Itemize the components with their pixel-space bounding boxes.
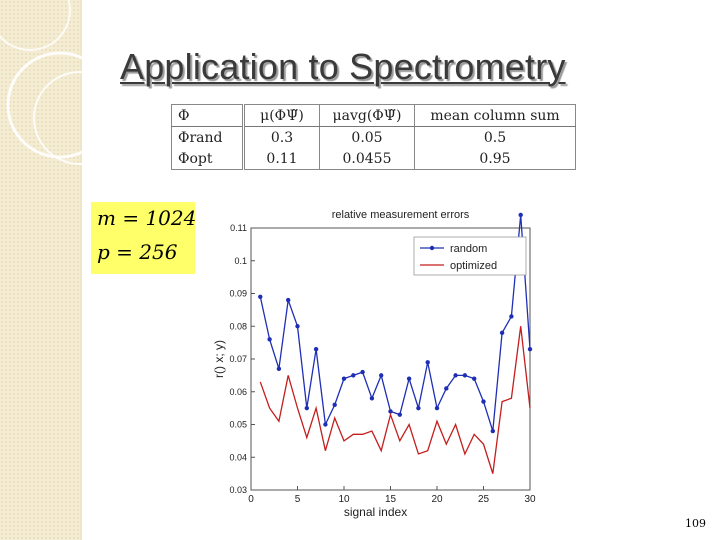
table-cell: 0.95: [479, 150, 511, 167]
data-point-random: [490, 428, 495, 434]
series-line-optimized: [259, 326, 531, 474]
y-tick-label: 0.04: [229, 452, 247, 462]
table-cell: Φopt: [171, 148, 245, 170]
table-cell: 0.11: [243, 148, 320, 170]
data-point-random: [332, 402, 337, 408]
data-point-random: [509, 314, 514, 319]
x-tick-label: 10: [338, 494, 350, 505]
y-tick-label: 0.07: [229, 354, 247, 364]
table-row: Φopt 0.11 0.0455 0.95: [171, 148, 576, 170]
table-header-cell: μ(ΦΨ̃): [243, 104, 320, 127]
y-axis-label: r() x; y): [212, 340, 226, 378]
legend-box: [413, 236, 527, 276]
series-line-random: [259, 214, 531, 432]
data-point-random: [499, 330, 505, 335]
parameters-box: m = 1024 p = 256: [91, 202, 197, 274]
x-tick-label: 5: [295, 494, 301, 505]
y-tick-label: 0.11: [230, 223, 247, 233]
decorative-side-band: [0, 0, 80, 540]
x-tick-label: 15: [385, 494, 397, 505]
data-point-random: [388, 409, 393, 414]
x-tick-label: 20: [431, 494, 443, 505]
table-cell: Φrand: [171, 126, 245, 148]
table-header-cell: mean column sum: [414, 104, 576, 127]
y-tick-label: 0.08: [229, 321, 247, 331]
table-header-row: Φ μ(ΦΨ̃) μavg(ΦΨ̃) mean column sum: [171, 104, 576, 127]
data-point-random: [360, 369, 365, 375]
data-point-random: [481, 399, 486, 404]
comparison-table: Φ μ(ΦΨ̃) μavg(ΦΨ̃) mean column sum Φrand…: [171, 104, 576, 170]
page-number: 109: [685, 517, 706, 530]
data-point-random: [304, 405, 309, 411]
table-cell: 0.05: [319, 126, 415, 148]
data-point-random: [379, 373, 384, 378]
data-point-random: [425, 360, 430, 365]
y-tick-label: 0.1: [234, 256, 247, 266]
side-band-edge: [80, 0, 82, 540]
table-cell: 0.5: [483, 129, 507, 146]
y-tick-label: 0.05: [229, 420, 247, 430]
slide-title: Application to Spectrometry: [120, 46, 566, 87]
y-tick-label: 0.03: [229, 485, 247, 495]
data-point-random: [472, 376, 477, 381]
data-point-random: [295, 324, 300, 329]
data-point-random: [369, 396, 375, 401]
chart-title: relative measurement errors: [332, 209, 470, 221]
legend-label-optimized: optimized: [450, 260, 497, 272]
table-cell: 0.3: [243, 126, 320, 148]
x-tick-label: 25: [478, 494, 490, 505]
data-point-random: [323, 422, 328, 427]
data-point-random: [453, 373, 458, 378]
x-axis-label: signal index: [344, 505, 407, 519]
data-point-random: [267, 337, 272, 342]
data-point-random: [462, 373, 468, 378]
legend-label-random: random: [450, 243, 487, 255]
param-m: m = 1024: [97, 206, 197, 230]
data-point-random: [444, 386, 449, 391]
data-point-random: [286, 297, 291, 303]
x-tick-label: 30: [524, 494, 536, 505]
legend-marker-random: [429, 245, 435, 251]
y-tick-label: 0.09: [229, 289, 247, 299]
data-point-random: [341, 376, 347, 381]
data-point-random: [527, 346, 533, 352]
data-point-random: [397, 412, 402, 417]
y-tick-label: 0.06: [229, 387, 247, 397]
data-point-random: [258, 294, 263, 299]
table-row: Φrand 0.3 0.05 0.5: [171, 126, 576, 148]
data-point-random: [416, 405, 421, 411]
data-point-random: [518, 212, 523, 218]
data-point-random: [434, 405, 440, 411]
data-point-random: [276, 366, 282, 372]
table-header-cell: Φ: [171, 104, 245, 127]
data-point-random: [406, 376, 412, 381]
data-point-random: [351, 373, 356, 378]
table-cell: 0.0455: [319, 148, 415, 170]
data-point-random: [313, 346, 319, 352]
x-tick-label: 0: [248, 494, 254, 505]
param-p: p = 256: [97, 240, 178, 264]
table-header-cell: μavg(ΦΨ̃): [319, 104, 415, 127]
